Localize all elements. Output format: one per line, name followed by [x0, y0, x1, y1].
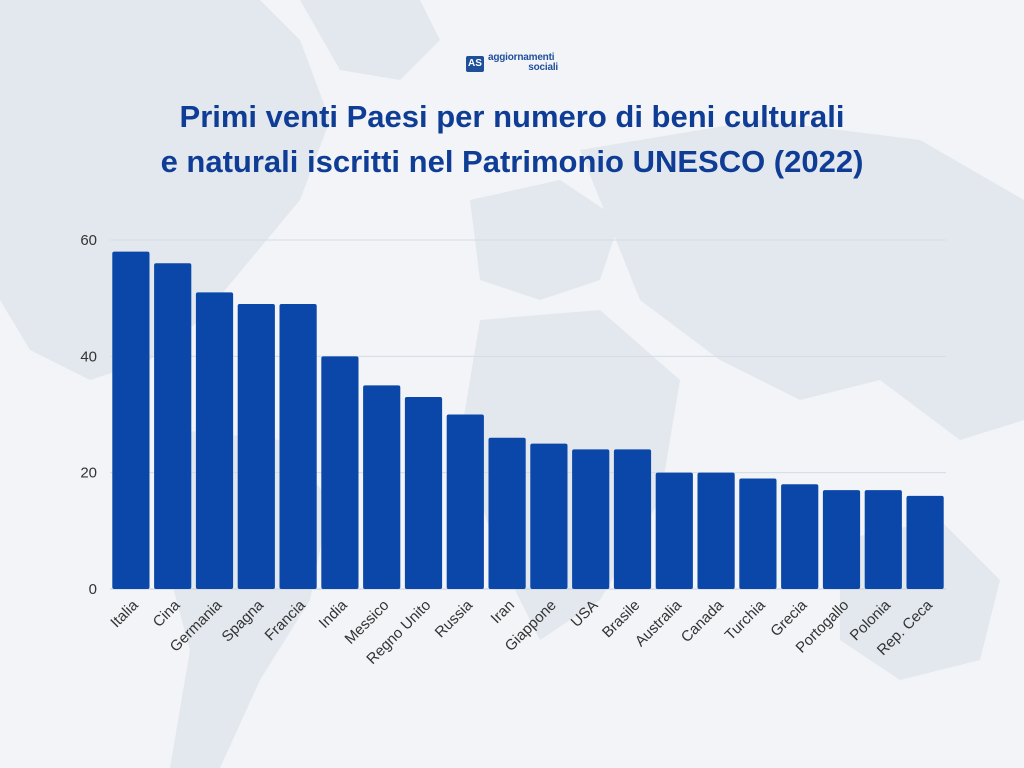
bar-messico	[363, 385, 401, 589]
y-tick-label: 60	[80, 232, 97, 249]
bar-francia	[279, 303, 317, 589]
x-tick-label: Italia	[107, 596, 142, 631]
bar-polonia	[864, 490, 902, 589]
x-tick-label: USA	[568, 597, 602, 631]
bar-grecia	[781, 484, 819, 589]
bar-iran	[488, 437, 526, 589]
x-tick-label: Iran	[488, 597, 518, 627]
bar-regno-unito	[404, 397, 443, 589]
greenland-shape	[300, 0, 440, 80]
y-tick-label: 40	[80, 348, 97, 365]
x-tick-label: Canada	[678, 596, 728, 646]
bar-germania	[195, 292, 234, 589]
chart-title: Primi venti Paesi per numero di beni cul…	[0, 94, 1024, 184]
bar-rep-ceca	[906, 495, 944, 589]
bars	[112, 251, 944, 589]
x-tick-label: Francia	[262, 596, 310, 644]
chart-title-line2: e naturali iscritti nel Patrimonio UNESC…	[160, 144, 864, 179]
bar-usa	[572, 449, 610, 589]
x-tick-label: Cina	[150, 596, 184, 630]
bar-italia	[112, 251, 150, 589]
grid-lines	[110, 239, 946, 590]
north-america-shape	[0, 0, 330, 380]
y-tick-label: 20	[80, 465, 97, 482]
bar-giappone	[530, 443, 568, 589]
bar-india	[321, 356, 359, 589]
bar-russia	[446, 414, 484, 589]
x-tick-label: Spagna	[219, 596, 268, 645]
chart-title-line1: Primi venti Paesi per numero di beni cul…	[179, 99, 845, 134]
x-tick-label: Turchia	[722, 596, 769, 643]
bar-spagna	[237, 303, 275, 589]
bar-portogallo	[822, 490, 861, 589]
x-tick-label: India	[316, 596, 351, 631]
bar-cina	[154, 263, 192, 589]
logo-text-line2: sociali	[528, 62, 558, 73]
x-tick-label: Russia	[432, 596, 477, 641]
x-tick-label: Australia	[632, 596, 686, 650]
bar-canada	[697, 472, 735, 589]
bar-brasile	[613, 449, 652, 589]
y-axis-ticks: 0 20 40 60	[80, 232, 97, 598]
bar-australia	[655, 472, 693, 589]
y-tick-label: 0	[89, 581, 97, 598]
logo-icon: AS	[466, 56, 484, 72]
logo-text-line1: aggiornamenti	[488, 52, 555, 63]
bar-turchia	[739, 478, 777, 589]
logo: AS aggiornamenti sociali	[466, 52, 566, 76]
asia-shape	[580, 120, 1024, 440]
